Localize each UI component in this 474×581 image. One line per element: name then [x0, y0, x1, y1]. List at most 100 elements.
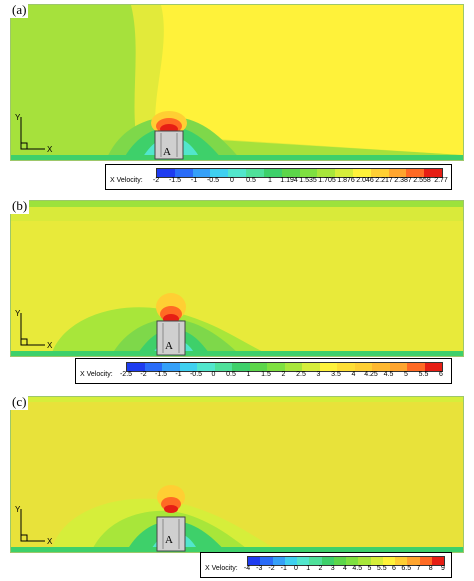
- colorbar-tick-label: 1.194: [280, 177, 298, 184]
- velocity-field-a: A Y X: [10, 4, 464, 161]
- colorbar-tick-label: 6: [392, 565, 396, 572]
- colorbar-tick-label: 2.558: [413, 177, 431, 184]
- colorbar-tick-label: -2.5: [119, 371, 133, 378]
- colorbar-title-c: X Velocity:: [205, 565, 238, 572]
- colorbar-tick-label: 6: [439, 371, 443, 378]
- colorbar-title-b: X Velocity:: [80, 371, 113, 378]
- colorbar-tick-label: 5: [367, 565, 372, 572]
- contour-plot-a: [11, 5, 463, 160]
- colorbar-tick-label: 5: [404, 371, 408, 378]
- colorbar-gradient-c: [247, 556, 445, 566]
- colorbar-tick-label: 0: [294, 565, 298, 572]
- colorbar-segment: [370, 169, 389, 177]
- colorbar-segment: [395, 557, 408, 565]
- colorbar-tick-label: -2: [140, 371, 147, 378]
- colorbar-tick-label: 4.25: [364, 371, 378, 378]
- colorbar-segment: [299, 169, 318, 177]
- colorbar-segment: [302, 363, 320, 371]
- colorbar-segment: [174, 169, 193, 177]
- axis-x-label-c: X: [47, 537, 53, 546]
- colorbar-tick-label: -1.5: [154, 371, 168, 378]
- colorbar-tick-label: 5.5: [376, 565, 387, 572]
- colorbar-tick-label: -0.5: [206, 177, 220, 184]
- axis-y-label-b: Y: [15, 309, 21, 318]
- colorbar-segment: [333, 557, 346, 565]
- colorbar-tick-label: -1: [280, 565, 287, 572]
- colorbar-tick-label: 1.705: [318, 177, 336, 184]
- colorbar-tick-label: 3.5: [331, 371, 341, 378]
- panel-label-b: (b): [10, 198, 30, 214]
- colorbar-gradient-a: [156, 168, 443, 178]
- colorbar-segment: [263, 169, 282, 177]
- colorbar-segment: [267, 363, 285, 371]
- colorbar-tick-label: 4: [351, 371, 356, 378]
- panel-label-a: (a): [10, 2, 29, 18]
- contour-plot-b: [11, 201, 463, 356]
- axis-indicator-b: Y X: [15, 309, 55, 350]
- panel-label-c: (c): [10, 394, 29, 410]
- axis-y-label-a: Y: [15, 113, 21, 122]
- colorbar-segment: [284, 557, 297, 565]
- colorbar-tick-label: -1: [190, 177, 198, 184]
- panel-a: A Y X (a) X Velocity: -2 -1.5 -1 -0.5 0 0.5 1 1…: [10, 2, 464, 190]
- axis-y-label-c: Y: [15, 505, 21, 514]
- colorbar-segment: [407, 557, 420, 565]
- colorbar-segment: [127, 363, 145, 371]
- colorbar-tick-label: -2: [268, 565, 275, 572]
- colorbar-segment: [321, 557, 334, 565]
- colorbar-tick-label: 2.77: [434, 177, 448, 184]
- colorbar-segment: [335, 169, 353, 177]
- colorbar-segment: [419, 557, 432, 565]
- colorbar-segment: [346, 557, 359, 565]
- colorbar-segment: [337, 363, 355, 371]
- colorbar-segment: [389, 363, 407, 371]
- colorbar-tick-label: 1: [306, 565, 311, 572]
- colorbar-segment: [309, 557, 322, 565]
- colorbar-segment: [431, 557, 444, 565]
- colorbar-tick-label: 1.535: [299, 177, 317, 184]
- cylinder-label-b: A: [165, 340, 173, 352]
- colorbar-c: X Velocity: -4 -3 -2 -1 0 1 2 3 4 4.5 5 5.5 6 6.5 7 8 9: [200, 552, 452, 578]
- colorbar-tick-label: -4: [243, 565, 251, 572]
- colorbar-gradient-b: [126, 362, 443, 372]
- colorbar-tick-label: 2: [318, 565, 323, 572]
- cylinder-label-c: A: [165, 534, 173, 546]
- colorbar-segment: [370, 557, 383, 565]
- colorbar-segment: [281, 169, 300, 177]
- colorbar-segment: [388, 169, 407, 177]
- colorbar-tick-label: 0: [211, 371, 216, 378]
- panel-c: A Y X (c) X Velocity: -4 -3 -2 -1 0 1 2 3 4 4.5 5 5…: [10, 394, 464, 581]
- colorbar-segment: [407, 363, 425, 371]
- colorbar-tick-label: -2: [152, 177, 160, 184]
- colorbar-segment: [272, 557, 285, 565]
- colorbar-tick-label: 1: [246, 371, 251, 378]
- colorbar-tick-label: 7: [416, 565, 421, 572]
- colorbar-segment: [424, 363, 442, 371]
- colorbar-tick-label: 4: [343, 565, 347, 572]
- colorbar-segment: [352, 169, 371, 177]
- colorbar-tick-label: -3: [256, 565, 263, 572]
- colorbar-tick-label: -1.5: [168, 177, 182, 184]
- colorbar-segment: [284, 363, 302, 371]
- colorbar-segment: [162, 363, 180, 371]
- colorbar-segment: [249, 363, 267, 371]
- colorbar-tick-label: 9: [441, 565, 445, 572]
- colorbar-segment: [297, 557, 310, 565]
- colorbar-a: X Velocity: -2 -1.5 -1 -0.5 0 0.5 1 1.194 1.535 1…: [105, 164, 452, 190]
- colorbar-tick-label: 2.046: [356, 177, 374, 184]
- colorbar-segment: [157, 169, 175, 177]
- colorbar-segment: [424, 169, 442, 177]
- colorbar-tick-label: 8: [428, 565, 433, 572]
- colorbar-segment: [354, 363, 372, 371]
- contour-plot-c: [11, 397, 463, 552]
- colorbar-tick-label: 1.5: [261, 371, 271, 378]
- colorbar-tick-label: 0: [230, 177, 234, 184]
- colorbar-segment: [179, 363, 197, 371]
- axis-indicator-a: Y X: [15, 113, 55, 154]
- colorbar-segment: [214, 363, 232, 371]
- colorbar-tick-label: 1: [268, 177, 272, 184]
- colorbar-segment: [210, 169, 229, 177]
- colorbar-tick-label: 2.5: [296, 371, 306, 378]
- colorbar-tick-label: 5.5: [418, 371, 429, 378]
- colorbar-tick-label: -1: [175, 371, 182, 378]
